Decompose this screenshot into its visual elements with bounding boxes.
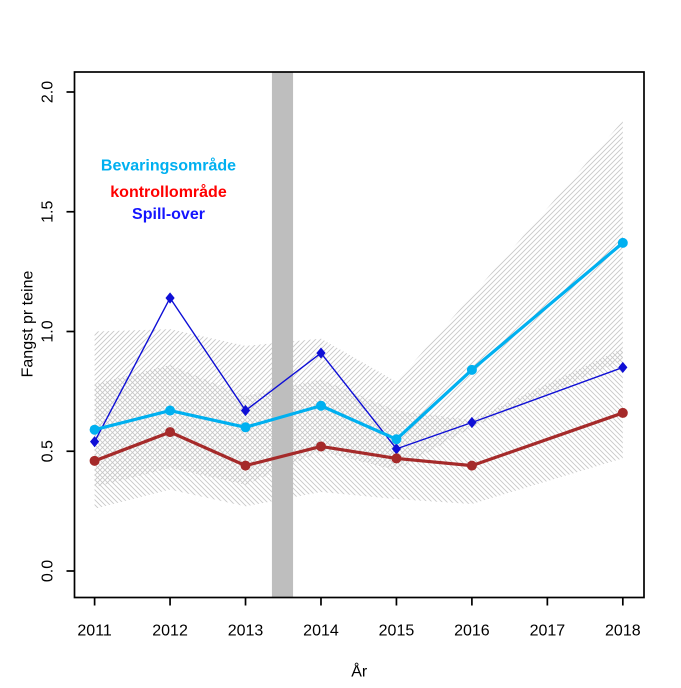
y-tick-label: 0.5 <box>40 440 57 462</box>
y-tick-label: 2.0 <box>40 81 57 103</box>
series-markers-kontrollområde <box>89 407 628 471</box>
series-markers-bevaringsområde <box>89 237 628 445</box>
series-markers-spill-over <box>90 292 628 455</box>
data-point-circle <box>165 427 176 438</box>
legend-label-kontrollområde: kontrollområde <box>110 183 227 201</box>
data-point-diamond <box>90 436 100 448</box>
x-tick-label: 2014 <box>303 623 339 640</box>
data-point-diamond <box>165 292 175 304</box>
data-point-diamond <box>467 416 477 429</box>
y-tick-label: 0.0 <box>40 560 57 582</box>
x-tick-label: 2018 <box>605 623 641 640</box>
x-axis-title: År <box>351 662 368 681</box>
data-point-circle <box>466 364 477 375</box>
legend-label-bevaringsområde: Bevaringsområde <box>101 157 236 175</box>
x-tick-label: 2016 <box>454 623 490 640</box>
x-axis: 2011 2012 2013 2014 2015 2016 2017 2018 År <box>77 597 641 681</box>
data-point-circle <box>89 424 100 435</box>
data-point-circle <box>315 400 326 411</box>
confidence-band-kontrollområde <box>94 348 623 509</box>
data-point-circle <box>391 453 402 464</box>
y-axis-title: Fangst pr teine <box>20 271 37 378</box>
plot-box <box>73 71 645 599</box>
data-point-diamond <box>240 404 251 417</box>
data-point-diamond <box>618 361 628 374</box>
event-band <box>271 72 294 598</box>
legend-label-spill-over: Spill-over <box>132 206 205 223</box>
y-axis: 0.0 0.5 1.0 1.5 2.0 Fangst pr teine <box>20 81 75 582</box>
data-point-diamond <box>391 443 402 455</box>
data-point-circle <box>240 460 251 471</box>
y-tick-label: 1.0 <box>40 320 57 342</box>
x-tick-label: 2017 <box>530 623 566 640</box>
x-tick-label: 2012 <box>152 623 188 640</box>
data-point-circle <box>240 422 251 433</box>
data-point-circle <box>391 434 402 445</box>
data-point-circle <box>617 237 628 248</box>
data-point-circle <box>315 441 326 452</box>
data-point-circle <box>466 460 477 471</box>
data-point-circle <box>617 407 628 418</box>
x-tick-label: 2011 <box>77 623 112 640</box>
data-point-circle <box>165 405 176 416</box>
data-point-diamond <box>316 347 326 359</box>
legend: Bevaringsområde kontrollområde Spill-over <box>101 157 236 224</box>
y-tick-label: 1.5 <box>40 201 57 223</box>
x-tick-label: 2013 <box>228 623 264 640</box>
x-tick-label: 2015 <box>379 623 415 640</box>
data-point-circle <box>89 455 100 466</box>
